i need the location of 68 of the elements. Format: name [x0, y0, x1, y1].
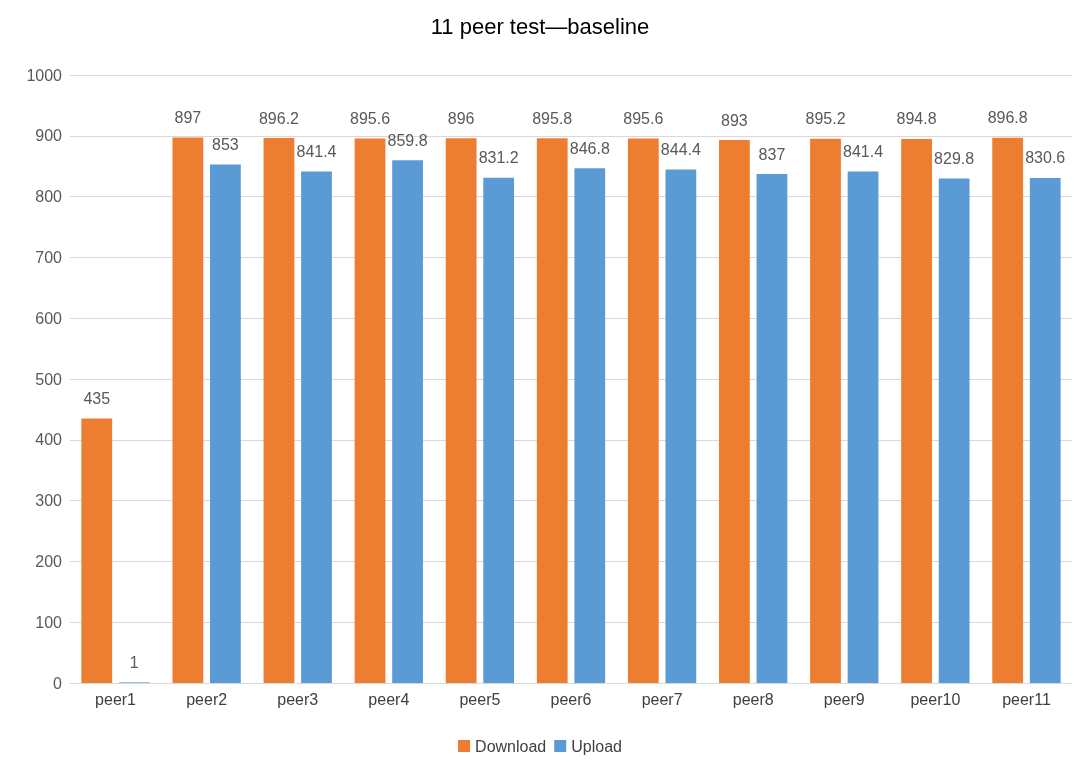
bar — [719, 140, 750, 683]
data-label: 1 — [129, 653, 139, 671]
bar — [392, 160, 423, 683]
y-tick-label: 600 — [35, 309, 63, 327]
x-tick-label: peer1 — [95, 690, 137, 708]
data-label: 897 — [174, 109, 202, 127]
bar — [301, 171, 332, 683]
y-tick-label: 400 — [35, 431, 63, 449]
bar — [901, 138, 932, 683]
y-tick-label: 700 — [35, 248, 63, 266]
bar — [210, 164, 241, 683]
data-label: 894.8 — [896, 110, 937, 128]
bar — [172, 137, 204, 683]
data-label: 435 — [83, 390, 111, 408]
x-tick-label: peer3 — [277, 690, 319, 708]
bar — [847, 171, 879, 683]
bar — [263, 138, 295, 683]
data-label: 829.8 — [934, 149, 975, 167]
data-label: 896.8 — [987, 109, 1028, 127]
y-tick-label: 0 — [53, 674, 63, 692]
data-label: 830.6 — [1025, 149, 1066, 167]
data-label: 859.8 — [387, 131, 428, 149]
data-label: 831.2 — [478, 149, 519, 167]
legend-label: Upload — [571, 737, 622, 755]
data-label: 896.2 — [258, 109, 300, 127]
y-tick-label: 200 — [35, 552, 63, 570]
bar — [1029, 178, 1061, 683]
data-label: 893 — [721, 111, 748, 129]
x-tick-label: peer4 — [368, 690, 410, 708]
bar — [938, 178, 970, 683]
x-tick-label: peer11 — [1002, 690, 1051, 708]
data-label: 895.8 — [532, 109, 573, 127]
x-tick-label: peer2 — [186, 690, 228, 708]
data-label: 837 — [758, 145, 786, 163]
data-label: 895.2 — [805, 110, 846, 128]
data-label: 895.6 — [623, 109, 664, 127]
bar — [810, 138, 841, 683]
bar — [627, 138, 659, 683]
data-label: 853 — [212, 135, 239, 153]
data-label: 846.8 — [569, 139, 610, 157]
legend-label: Download — [475, 737, 547, 755]
x-tick-label: peer9 — [823, 690, 865, 708]
x-tick-label: peer5 — [459, 690, 501, 708]
bar — [665, 169, 697, 683]
x-tick-label: peer6 — [550, 690, 592, 708]
x-tick-label: peer8 — [732, 690, 774, 708]
chart-title: 11 peer test—baseline — [430, 13, 650, 39]
bar — [354, 138, 386, 683]
bar — [81, 418, 113, 683]
bar — [483, 177, 515, 683]
y-tick-label: 900 — [35, 127, 63, 145]
bar — [445, 138, 477, 683]
data-label: 844.4 — [660, 141, 701, 159]
bar — [756, 174, 788, 683]
data-label: 896 — [447, 109, 475, 127]
x-tick-label: peer10 — [910, 690, 961, 708]
x-tick-label: peer7 — [641, 690, 683, 708]
data-label: 841.4 — [843, 142, 884, 160]
data-label: 841.4 — [296, 142, 337, 160]
y-tick-label: 500 — [35, 370, 63, 388]
bar — [992, 137, 1024, 683]
y-tick-label: 1000 — [26, 66, 63, 84]
data-label: 895.6 — [350, 109, 391, 127]
bar — [574, 168, 606, 683]
y-tick-label: 800 — [35, 188, 63, 206]
y-tick-label: 100 — [35, 613, 63, 631]
y-tick-label: 300 — [35, 492, 63, 510]
bar — [536, 138, 568, 683]
